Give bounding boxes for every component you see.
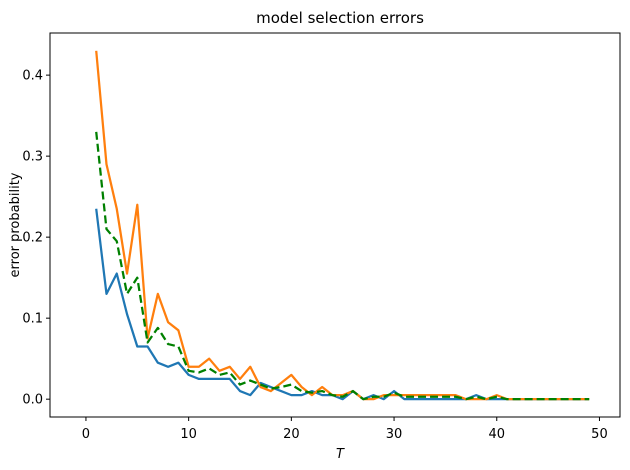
y-axis: 0.0 0.1 0.2 0.3 0.4: [22, 69, 50, 408]
x-tick-label: 30: [386, 427, 403, 442]
y-tick-label: 0.3: [22, 150, 43, 165]
y-axis-label: error probability: [8, 172, 23, 277]
chart-title: model selection errors: [256, 9, 424, 27]
x-tick-label: 50: [591, 427, 608, 442]
x-tick-label: 40: [488, 427, 505, 442]
plot-area: [49, 32, 621, 418]
series-line-3: [95, 131, 590, 401]
x-tick-label: 20: [283, 427, 300, 442]
x-axis: 0 10 20 30 40 50: [82, 417, 608, 442]
series-line-2: [95, 50, 590, 401]
x-tick-label: 0: [82, 427, 90, 442]
x-axis-label: T: [336, 447, 345, 462]
y-tick-label: 0.0: [22, 393, 43, 408]
y-tick-label: 0.1: [22, 312, 43, 327]
plot-frame: [49, 32, 621, 418]
y-tick-label: 0.2: [22, 231, 43, 246]
y-tick-label: 0.4: [22, 69, 43, 84]
series-layer: [95, 50, 590, 401]
x-tick-label: 10: [180, 427, 197, 442]
series-line-1: [95, 208, 590, 401]
